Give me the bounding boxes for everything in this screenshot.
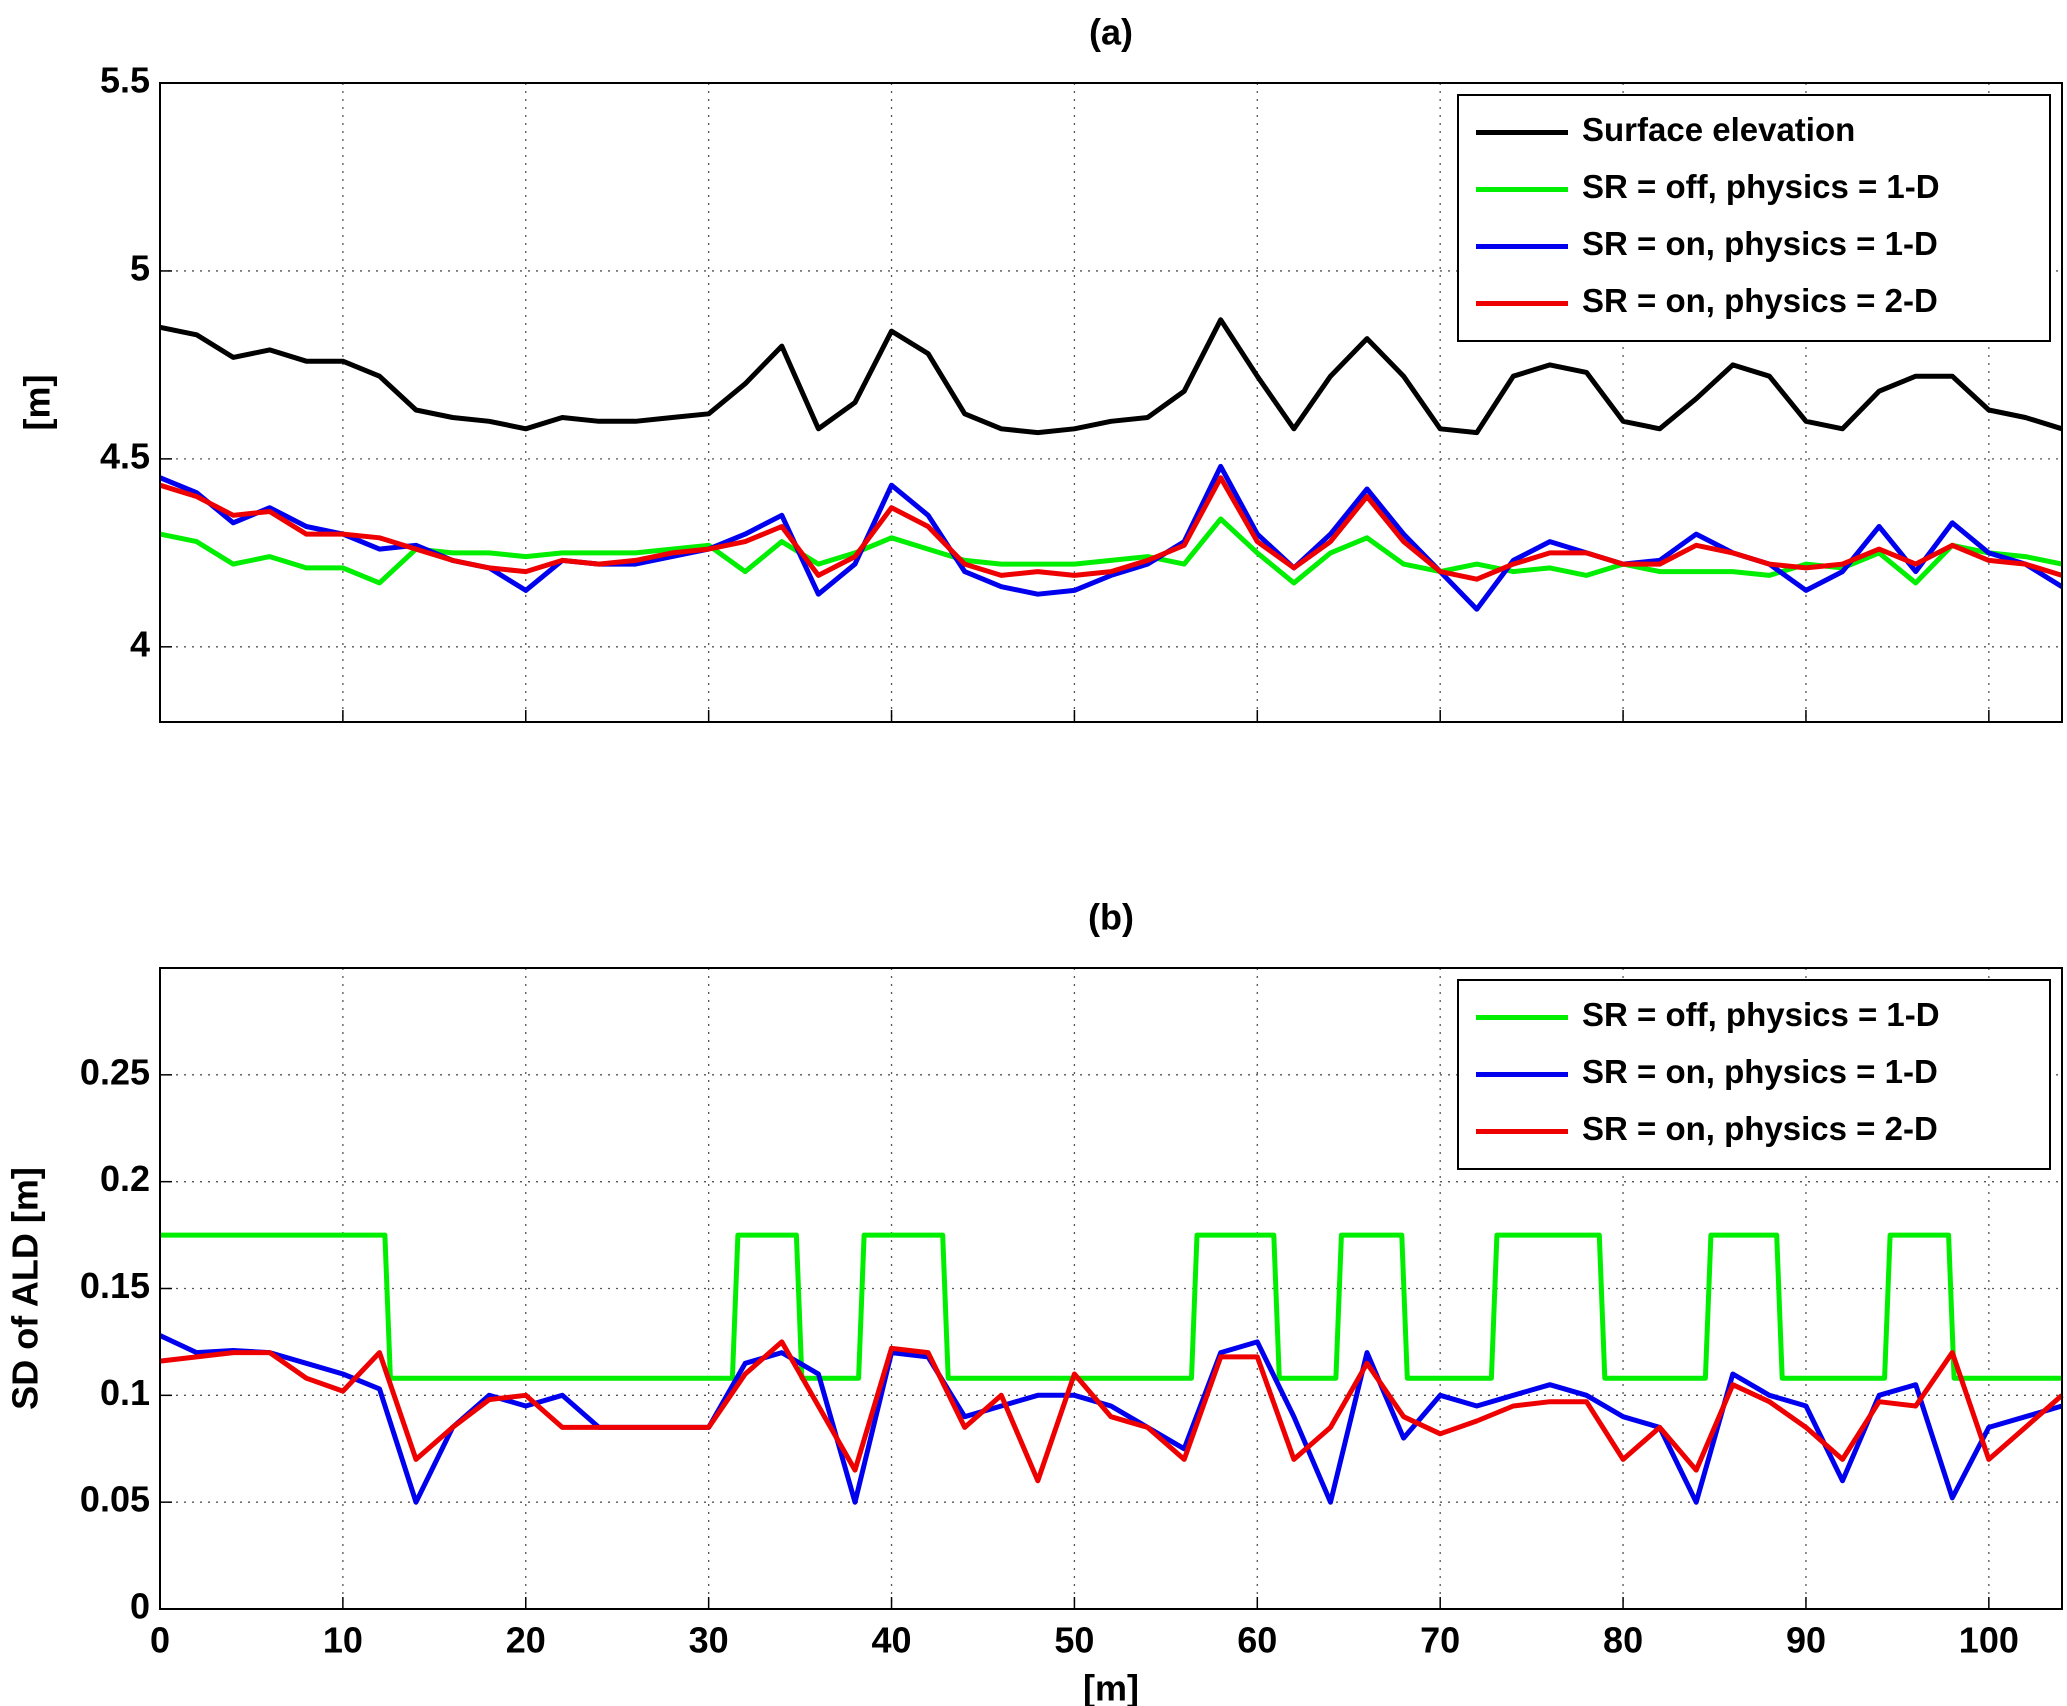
- y-tick-label: 0.25: [80, 1051, 150, 1092]
- x-tick-label: 50: [1054, 1620, 1094, 1661]
- plot-frame: [159, 82, 2063, 723]
- x-tick-label: 100: [1959, 1620, 2019, 1661]
- chart-title: (a): [1089, 12, 1133, 53]
- x-tick-label: 0: [150, 1620, 170, 1661]
- legend-label: SR = on, physics = 1-D: [1582, 225, 1938, 262]
- x-tick-label: 70: [1420, 1620, 1460, 1661]
- series-line: [159, 317, 2063, 436]
- series-line: [159, 463, 2064, 612]
- chart-title: (b): [1088, 897, 1134, 938]
- x-tick-label: 40: [872, 1620, 912, 1661]
- legend-label: SR = off, physics = 1-D: [1582, 168, 1940, 205]
- legend: Surface elevation SR = off, physics = 1-D…: [1457, 94, 2051, 342]
- y-tick-label: 0.15: [80, 1265, 150, 1306]
- series-line: [159, 1339, 2064, 1484]
- x-tick-label: 90: [1786, 1620, 1826, 1661]
- y-tick-label: 0.1: [100, 1372, 150, 1413]
- series-line: [159, 516, 2063, 586]
- legend-label: SR = off, physics = 1-D: [1582, 996, 1940, 1033]
- legend-label: SR = on, physics = 2-D: [1582, 1110, 1938, 1147]
- y-tick-label: 0.2: [100, 1158, 150, 1199]
- x-tick-label: 20: [506, 1620, 546, 1661]
- y-tick-label: 0: [130, 1586, 150, 1627]
- y-tick-label: 4: [130, 623, 150, 664]
- y-axis-label: [m]: [17, 375, 58, 431]
- x-tick-label: 60: [1237, 1620, 1277, 1661]
- legend: SR = off, physics = 1-D SR = on, physics …: [1457, 979, 2051, 1170]
- y-tick-label: 0.05: [80, 1479, 150, 1520]
- series-line: [160, 1232, 2062, 1381]
- plot-frame: [159, 967, 2063, 1610]
- legend-label: Surface elevation: [1582, 111, 1855, 148]
- x-tick-label: 10: [323, 1620, 363, 1661]
- y-tick-label: 5: [130, 247, 150, 288]
- legend-label: SR = on, physics = 1-D: [1582, 1053, 1938, 1090]
- y-axis-label: SD of ALD [m]: [5, 1167, 46, 1410]
- x-axis-label: [m]: [1083, 1668, 1139, 1706]
- y-tick-label: 4.5: [100, 435, 150, 476]
- legend-box: [1457, 94, 2051, 342]
- series-line: [159, 475, 2063, 582]
- x-tick-label: 30: [689, 1620, 729, 1661]
- y-tick-label: 5.5: [100, 60, 150, 101]
- legend-label: SR = on, physics = 2-D: [1582, 282, 1938, 319]
- x-tick-label: 80: [1603, 1620, 1643, 1661]
